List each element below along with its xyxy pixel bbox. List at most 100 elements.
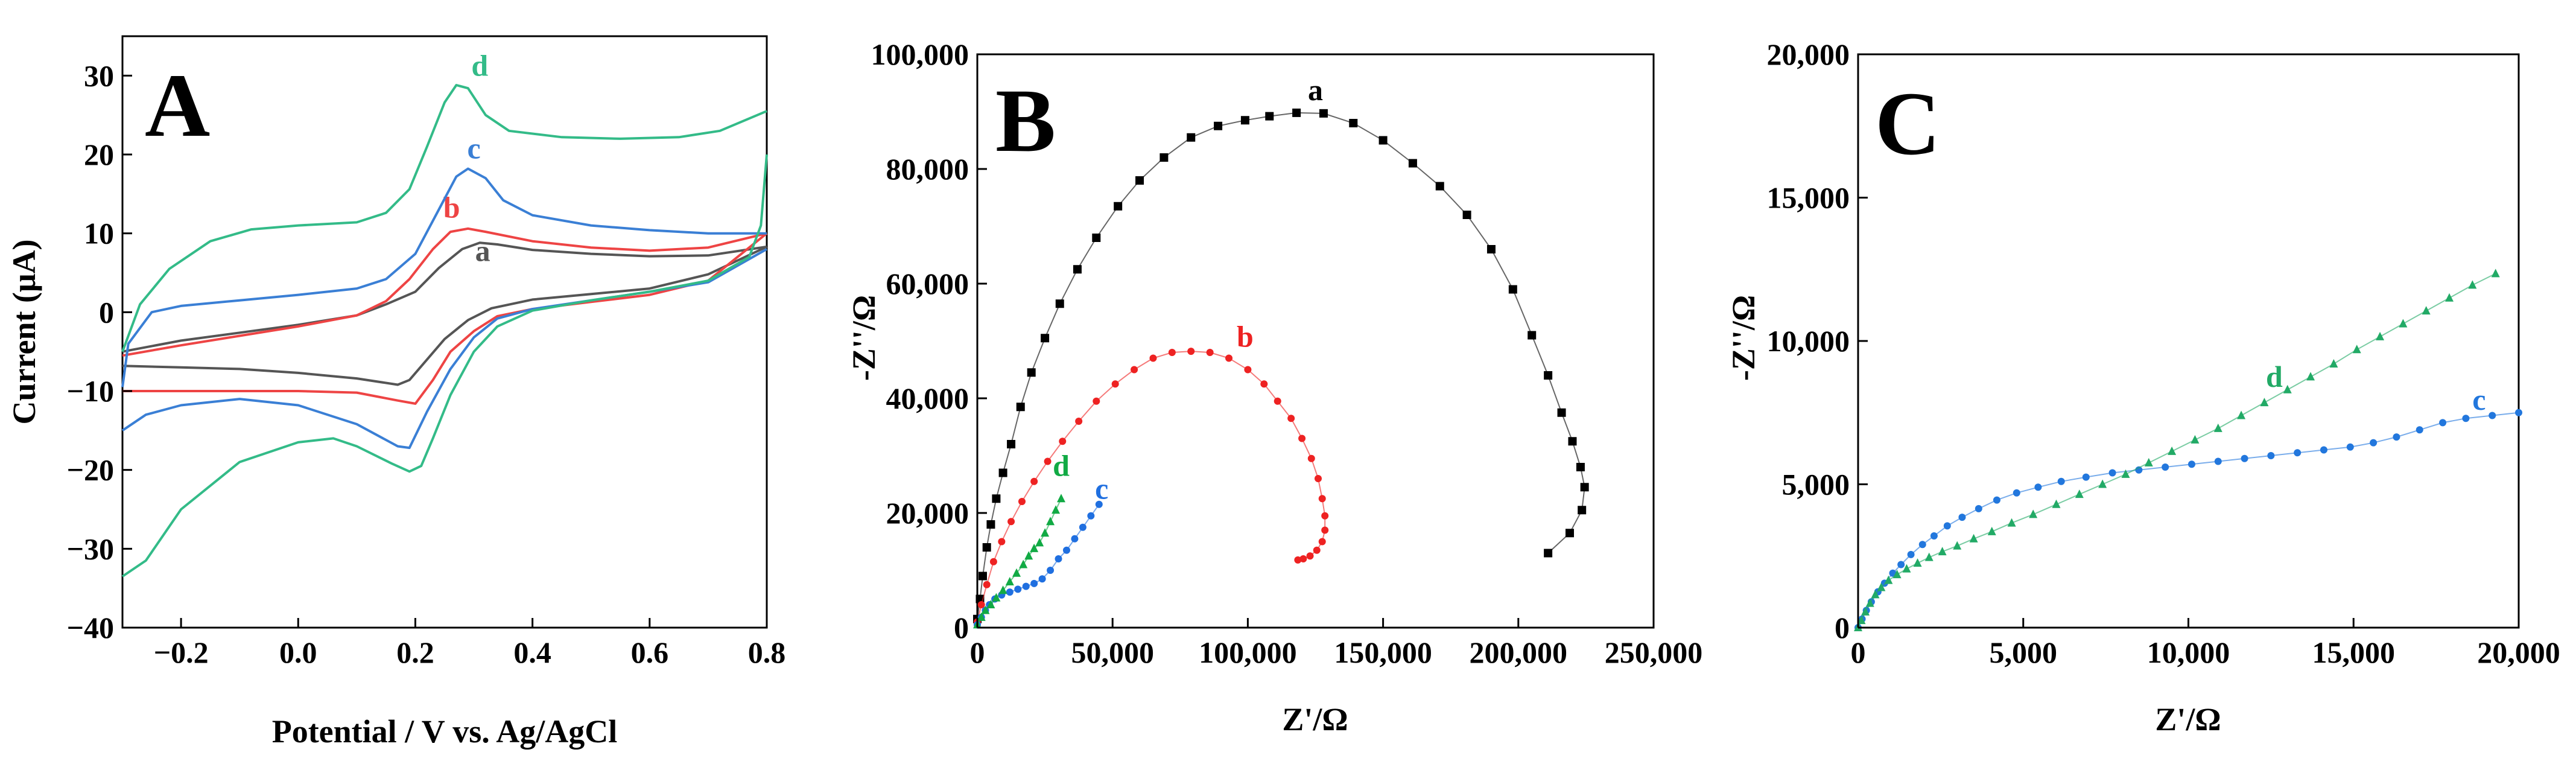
y-tick-label: 20,000	[886, 496, 969, 530]
data-point	[982, 543, 991, 552]
data-point	[1307, 454, 1315, 462]
data-point	[1378, 136, 1388, 145]
data-point	[1486, 245, 1496, 253]
data-point	[1019, 559, 1028, 568]
data-point	[1135, 176, 1144, 185]
data-point	[1006, 588, 1014, 596]
data-point	[1576, 463, 1585, 471]
data-point	[1462, 211, 1471, 219]
panel-a-plot: abc d	[121, 48, 768, 578]
data-point	[1544, 371, 1553, 380]
data-point	[1580, 483, 1589, 492]
series-line-b-reverse	[122, 232, 768, 405]
data-point	[1987, 526, 1996, 535]
data-point	[2034, 483, 2042, 491]
data-point	[2013, 489, 2020, 497]
series-line-c-reverse	[121, 248, 767, 450]
data-point	[1160, 153, 1169, 162]
y-tick-label: 10,000	[1767, 324, 1850, 358]
data-point	[977, 612, 986, 621]
x-tick-label: 100,000	[1199, 635, 1297, 669]
panel-a-frame	[121, 35, 768, 629]
data-point	[1877, 582, 1886, 591]
data-point	[1018, 498, 1026, 505]
x-tick-label: 0	[970, 635, 985, 669]
x-tick-label: 200,000	[1470, 635, 1568, 669]
y-tick-label: 10	[84, 217, 114, 250]
data-point	[1408, 159, 1417, 168]
data-point	[1041, 334, 1050, 343]
series-line-c-forward	[121, 167, 767, 387]
data-point	[1924, 552, 1934, 561]
series-label-d: d	[471, 48, 488, 82]
x-tick-label: 0.0	[279, 635, 317, 669]
series-line-b	[977, 351, 1326, 622]
data-point	[1052, 505, 1061, 514]
data-point	[1318, 538, 1326, 546]
data-point	[998, 468, 1007, 477]
data-point	[2241, 454, 2248, 462]
data-point	[1975, 505, 1982, 512]
panel-b-y-ticks: 0 20,000 40,000 60,000 80,000 100,000	[871, 37, 987, 645]
series-b: b	[974, 320, 1329, 626]
data-point	[977, 601, 985, 608]
data-point	[2491, 269, 2500, 278]
data-point	[1313, 546, 1321, 554]
data-point	[2306, 372, 2315, 381]
data-point	[1299, 555, 1307, 562]
data-point	[1187, 348, 1195, 355]
data-point	[1871, 590, 1880, 599]
data-point	[1993, 496, 2000, 504]
y-tick-label: −20	[67, 453, 115, 487]
data-point	[1321, 512, 1329, 520]
data-point	[1041, 528, 1050, 537]
series-line-a-forward	[122, 241, 767, 353]
panel-b-y-label: -Z''/Ω	[846, 295, 882, 381]
data-point	[1149, 354, 1157, 362]
data-point	[992, 593, 1001, 602]
y-tick-label: 0	[99, 295, 114, 329]
x-tick-label: 250,000	[1605, 635, 1703, 669]
data-point	[1287, 415, 1295, 422]
data-point	[2376, 331, 2385, 340]
series-label-c: c	[467, 132, 480, 165]
data-point	[2057, 477, 2065, 485]
data-point	[2237, 410, 2246, 419]
data-point	[2007, 518, 2016, 527]
panel-a-y-label: Current (μA)	[6, 239, 42, 424]
data-point	[2267, 452, 2275, 459]
panel-b-x-ticks: 0 50,000 100,000 150,000 200,000 250,000	[970, 618, 1703, 669]
data-point	[2191, 435, 2200, 444]
data-point	[2052, 499, 2061, 508]
x-tick-label: 5,000	[1990, 635, 2058, 669]
panel-c-y-ticks: 0 5,000 10,000 15,000 20,000	[1767, 37, 1868, 645]
series-label-c: c	[1095, 471, 1108, 505]
data-point	[1435, 182, 1444, 191]
x-tick-label: 150,000	[1334, 635, 1432, 669]
data-point	[1294, 556, 1302, 564]
series-label-c: c	[2472, 383, 2486, 416]
data-point	[1578, 506, 1587, 515]
series-label-d: d	[2266, 360, 2283, 393]
series-d: d	[973, 448, 1070, 629]
data-point	[2294, 449, 2302, 457]
series-a: a	[122, 234, 767, 386]
data-point	[1024, 551, 1033, 560]
series-line-a	[977, 112, 1585, 619]
data-point	[2283, 384, 2292, 393]
panel-c-letter: C	[1875, 74, 1940, 174]
data-point	[1953, 541, 1962, 550]
data-point	[2260, 398, 2269, 407]
data-point	[1969, 533, 1978, 543]
data-point	[1055, 299, 1064, 308]
series-d: d	[121, 48, 768, 578]
series-line-d-forward	[121, 84, 767, 352]
panel-b-plot: a b cd	[973, 73, 1589, 629]
data-point	[2144, 457, 2153, 466]
panel-a-letter: A	[145, 56, 210, 156]
data-point	[1913, 558, 1922, 567]
data-point	[1114, 202, 1123, 211]
x-tick-label: 50,000	[1071, 635, 1154, 669]
series-d: d	[1854, 269, 2500, 631]
